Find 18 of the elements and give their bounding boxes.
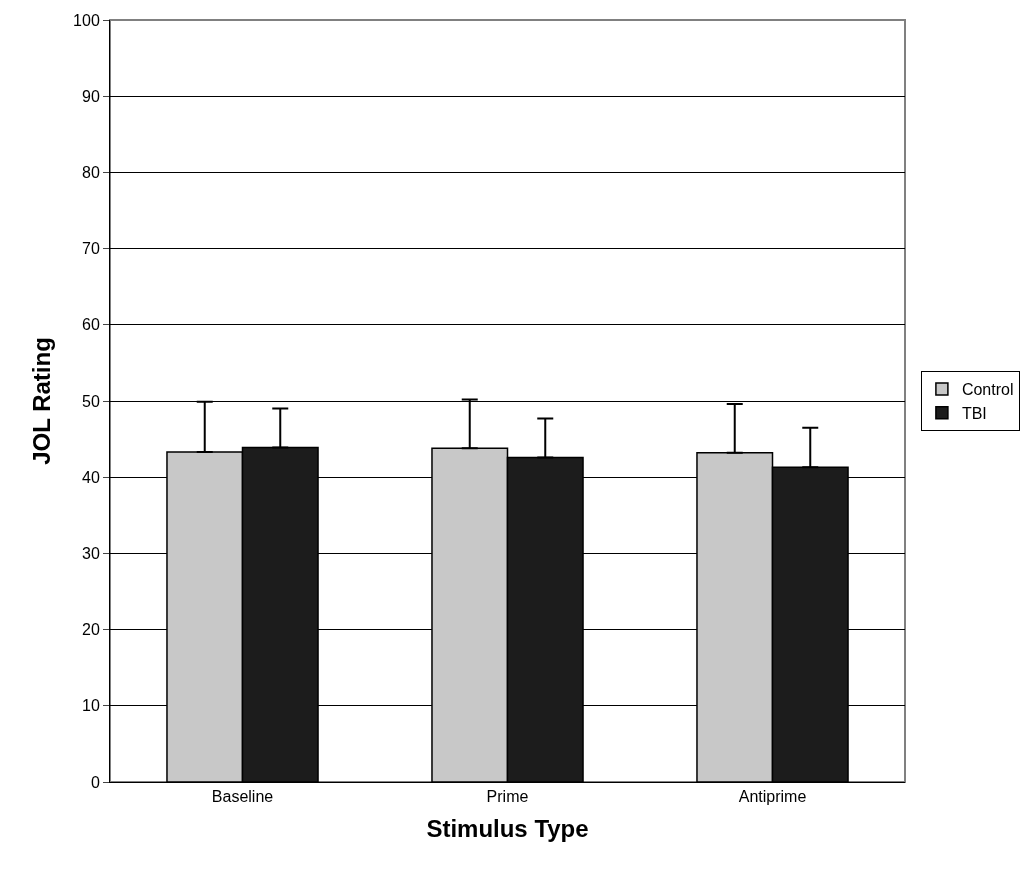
x-tick-label: Prime bbox=[486, 788, 529, 806]
y-tick-label: 30 bbox=[82, 545, 100, 562]
y-tick-label: 10 bbox=[82, 697, 100, 715]
y-tick-label: 80 bbox=[82, 164, 100, 181]
y-axis-title: JOL Rating bbox=[28, 337, 56, 465]
y-tick-label: 60 bbox=[82, 316, 100, 334]
legend-label: TBI bbox=[961, 404, 987, 422]
y-tick-label: 40 bbox=[82, 468, 100, 486]
y-tick-label: 70 bbox=[82, 240, 100, 258]
y-tick-label: 90 bbox=[82, 87, 100, 105]
y-tick-label: 20 bbox=[82, 621, 100, 639]
y-tick-label: 0 bbox=[90, 773, 100, 791]
y-tick-label: 100 bbox=[73, 11, 100, 29]
legend-label: Control bbox=[961, 381, 1014, 399]
x-axis-title: Stimulus Type bbox=[426, 814, 589, 842]
y-tick-label: 50 bbox=[82, 392, 100, 410]
x-tick-label: Baseline bbox=[211, 788, 274, 806]
x-tick-label: Antiprime bbox=[738, 788, 807, 806]
